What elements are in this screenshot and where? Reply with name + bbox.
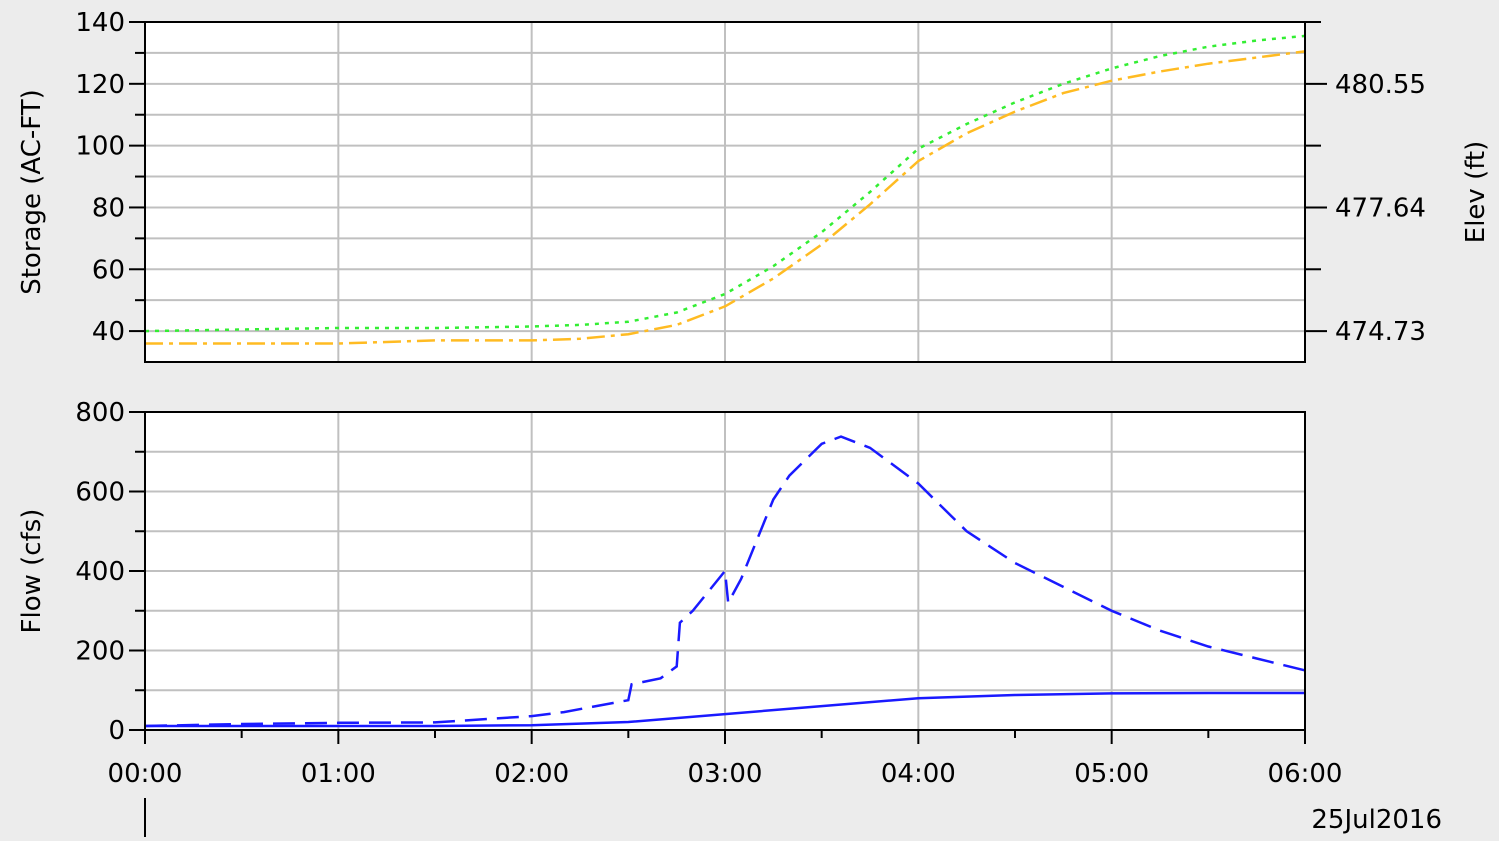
y2-axis-label: Elev (ft)	[1461, 141, 1491, 243]
flow-panel: 0 200 400 600 800 Flow (cfs)	[17, 398, 1306, 746]
x-tick-label: 01:00	[301, 759, 376, 789]
y2-tick-label: 480.55	[1335, 70, 1426, 100]
x-tick-label: 06:00	[1268, 759, 1343, 789]
time-axis: 00:00 01:00 02:00 03:00 04:00 05:00 06:00 25Jul…	[108, 730, 1442, 837]
y2-tick-label: 477.64	[1335, 193, 1426, 223]
y-tick-label: 140	[75, 8, 125, 38]
y-tick-label: 800	[75, 398, 125, 428]
y-tick-label: 0	[108, 716, 125, 746]
y-tick-label: 80	[92, 193, 125, 223]
series-line-1	[144, 435, 1306, 728]
x-tick-label: 02:00	[494, 759, 569, 789]
y-tick-label: 120	[75, 70, 125, 100]
x-tick-label: 00:00	[108, 759, 183, 789]
plot-frame	[144, 21, 1306, 363]
y-tick-label: 400	[75, 557, 125, 587]
x-tick-label: 05:00	[1074, 759, 1149, 789]
series-line-2	[145, 50, 1306, 345]
storage-elevation-panel: 40 60 80 100 120 140 Storage (AC-FT) 474.73 477.…	[17, 8, 1491, 363]
series-line-1	[144, 34, 1306, 333]
date-label: 25Jul2016	[1311, 805, 1442, 835]
y-axis-label: Storage (AC-FT)	[17, 89, 47, 295]
y-axis-label: Flow (cfs)	[17, 509, 47, 634]
y-tick-label: 200	[75, 637, 125, 667]
y2-tick-label: 474.73	[1335, 317, 1426, 347]
x-tick-label: 04:00	[881, 759, 956, 789]
x-tick-label: 03:00	[688, 759, 763, 789]
series-line-2	[145, 691, 1305, 728]
y-tick-label: 60	[92, 255, 125, 285]
y-tick-label: 600	[75, 478, 125, 508]
y-tick-label: 40	[92, 317, 125, 347]
y-tick-label: 100	[75, 132, 125, 162]
